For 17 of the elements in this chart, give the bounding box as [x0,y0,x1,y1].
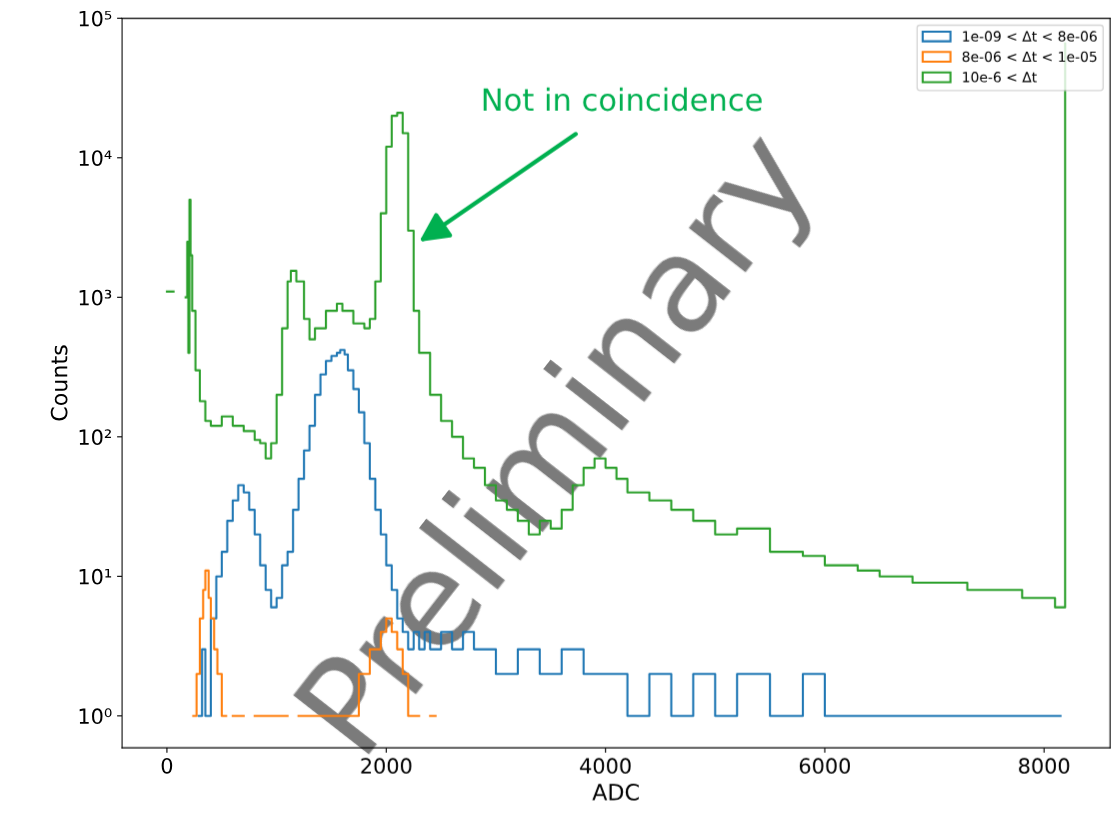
x-tick-label: 2000 [361,757,412,774]
y-tick-label: 10⁴ [79,150,112,166]
x-axis-title: ADC [592,783,639,801]
y-tick-label: 10³ [79,289,112,306]
y-tick-label: 10⁵ [79,10,112,27]
x-tick-label: 4000 [579,757,631,774]
x-tick-label: 0 [161,757,173,774]
y-tick-label: 10² [79,429,111,446]
x-tick-label: 6000 [799,757,850,774]
y-tick-label: 10⁰ [79,708,112,725]
y-tick-label: 10¹ [79,568,112,585]
x-tick-label: 8000 [1018,757,1070,774]
legend-label: 8e-06 < Δt < 1e-05 [962,51,1097,62]
annotation: Not in coincidence [483,87,762,112]
legend-label: 10e-6 < Δt [963,71,1037,83]
y-axis-title: Counts [50,345,68,421]
legend-label: 1e-09 < Δt < 8e-06 [963,31,1097,42]
